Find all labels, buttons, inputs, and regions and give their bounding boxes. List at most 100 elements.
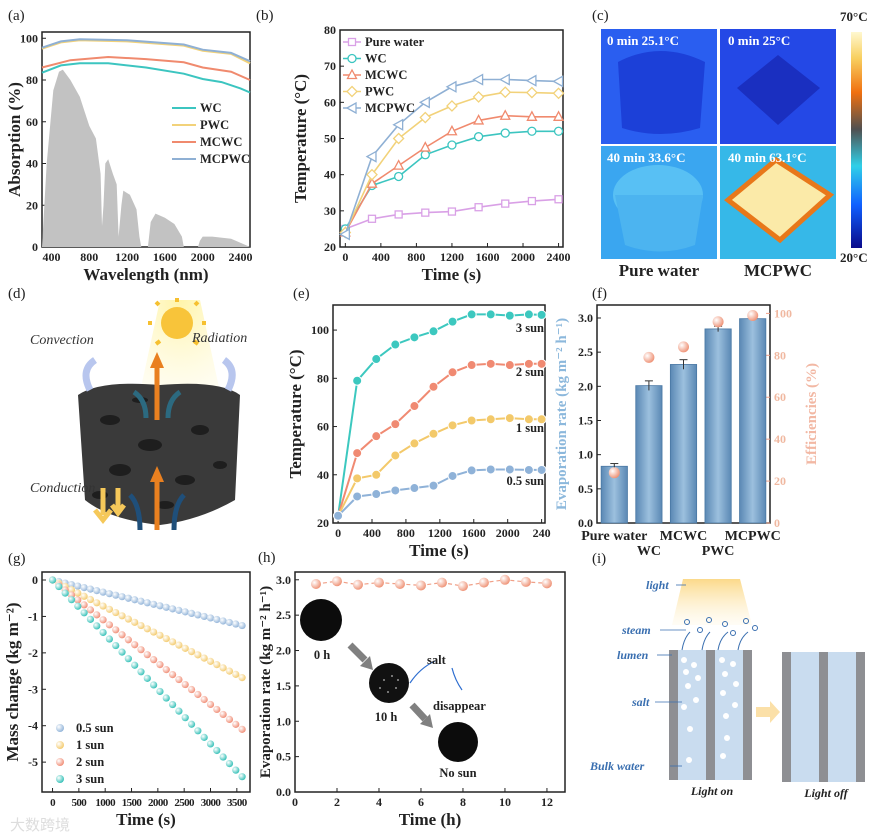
data-point bbox=[150, 656, 158, 664]
data-point bbox=[225, 715, 234, 723]
process-arrow-icon bbox=[347, 642, 433, 728]
sun-icon bbox=[148, 298, 206, 346]
data-point bbox=[390, 419, 401, 430]
data-point bbox=[485, 414, 496, 425]
data-point bbox=[143, 599, 151, 607]
data-point bbox=[80, 601, 88, 609]
data-point bbox=[520, 576, 531, 587]
y-tick-label: 50 bbox=[324, 132, 336, 146]
y-tick-label: 1.5 bbox=[276, 679, 291, 693]
data-point-left-triangle bbox=[552, 75, 564, 88]
solar-spectrum-area bbox=[42, 69, 250, 247]
x-tick-label: 800 bbox=[80, 250, 98, 264]
category-label: PWC bbox=[702, 544, 735, 559]
data-point-square bbox=[474, 203, 483, 212]
y-axis-title: Evaporation rate (kg m⁻² h⁻¹) bbox=[554, 318, 570, 510]
legend-label: MCWC bbox=[365, 68, 407, 82]
data-point bbox=[225, 759, 234, 768]
data-point-diamond bbox=[552, 87, 565, 100]
series-line-wc bbox=[41, 62, 251, 94]
label-salt: salt bbox=[427, 653, 447, 667]
data-point bbox=[93, 599, 101, 607]
data-point bbox=[187, 685, 196, 694]
data-point bbox=[74, 602, 82, 610]
thermal-label-tr: 0 min 25°C bbox=[728, 33, 790, 48]
x-tick-label: 1600 bbox=[153, 250, 177, 264]
y-axis-title: Temperature (°C) bbox=[291, 74, 310, 203]
x-tick-label: 2000 bbox=[191, 250, 215, 264]
bar-mcwc bbox=[669, 364, 698, 524]
data-point bbox=[162, 634, 170, 643]
data-point bbox=[504, 413, 515, 424]
data-point bbox=[371, 469, 382, 480]
legend-label: MCPWC bbox=[365, 101, 415, 115]
data-point-triangle bbox=[499, 109, 511, 120]
category-label: MCWC bbox=[660, 529, 707, 544]
data-point bbox=[168, 670, 177, 679]
convection-arrow-icon bbox=[82, 357, 98, 392]
data-point bbox=[232, 670, 240, 678]
y-tick-label: 2.0 bbox=[276, 644, 291, 658]
x-tick-label: 1600 bbox=[462, 526, 486, 540]
chart-a: 400 800 1200 1600 2000 2400 0 20 40 60 80 100 Wavele… bbox=[5, 31, 253, 284]
data-point bbox=[238, 621, 246, 630]
x-tick-label: 12 bbox=[541, 795, 553, 809]
legend-marker bbox=[56, 741, 64, 749]
data-point bbox=[523, 309, 534, 320]
data-point bbox=[409, 483, 420, 494]
y-tick-label: 0 bbox=[32, 240, 38, 254]
x-tick-label: 10 bbox=[499, 795, 511, 809]
series-label: 3 sun bbox=[516, 321, 544, 335]
data-point-triangle bbox=[552, 110, 565, 121]
data-point bbox=[162, 603, 170, 611]
steam-icon bbox=[681, 617, 758, 651]
data-point bbox=[118, 593, 126, 601]
data-point-circle bbox=[420, 150, 430, 160]
panel-label-e: (e) bbox=[293, 286, 310, 302]
data-point-left-triangle bbox=[445, 80, 457, 93]
data-point bbox=[131, 661, 139, 669]
x-tick-label: 1000 bbox=[95, 797, 116, 809]
y-tick-label: 2.5 bbox=[578, 345, 593, 359]
data-point-square bbox=[421, 208, 430, 217]
y2-tick-label: 40 bbox=[774, 432, 786, 446]
data-point-diamond bbox=[525, 86, 538, 99]
data-point-circle bbox=[553, 126, 564, 136]
x-tick-label: 8 bbox=[460, 795, 466, 809]
thermal-label-br: 40 min 63.1°C bbox=[728, 150, 807, 165]
category-label: MCPWC bbox=[725, 529, 781, 544]
data-point bbox=[67, 586, 76, 594]
y2-axis-title: Efficiencies (%) bbox=[804, 363, 820, 465]
panel-label-c: (c) bbox=[592, 8, 609, 24]
label-light-on: Light on bbox=[690, 784, 734, 798]
data-point-triangle bbox=[366, 177, 378, 188]
data-point bbox=[200, 654, 208, 662]
data-point bbox=[409, 401, 420, 412]
data-point bbox=[131, 641, 139, 649]
y-tick-label: 0 bbox=[32, 573, 38, 587]
thermal-label-tl: 0 min 25.1°C bbox=[607, 33, 679, 48]
x-axis-title: Time (h) bbox=[399, 810, 462, 829]
data-point bbox=[194, 651, 202, 659]
data-point bbox=[168, 638, 177, 646]
data-point bbox=[74, 582, 82, 590]
data-point bbox=[194, 611, 202, 619]
data-point bbox=[86, 595, 95, 604]
data-point-diamond bbox=[446, 100, 458, 112]
sample-image-0h bbox=[300, 599, 342, 641]
y-tick-label: 2.5 bbox=[276, 608, 291, 622]
data-point bbox=[61, 589, 69, 597]
data-point bbox=[168, 700, 177, 709]
x-tick-label: 2400 bbox=[547, 250, 571, 264]
data-point bbox=[187, 720, 196, 728]
data-point bbox=[213, 615, 221, 624]
light-beam bbox=[672, 579, 752, 625]
x-tick-label: 0 bbox=[292, 795, 298, 809]
radiation-label: Radiation bbox=[191, 331, 247, 346]
data-point bbox=[200, 695, 208, 704]
wall bbox=[782, 652, 791, 782]
data-point-triangle bbox=[473, 114, 485, 125]
data-point bbox=[118, 612, 126, 620]
data-point bbox=[118, 631, 126, 639]
y2-tick-label: 60 bbox=[774, 390, 786, 404]
